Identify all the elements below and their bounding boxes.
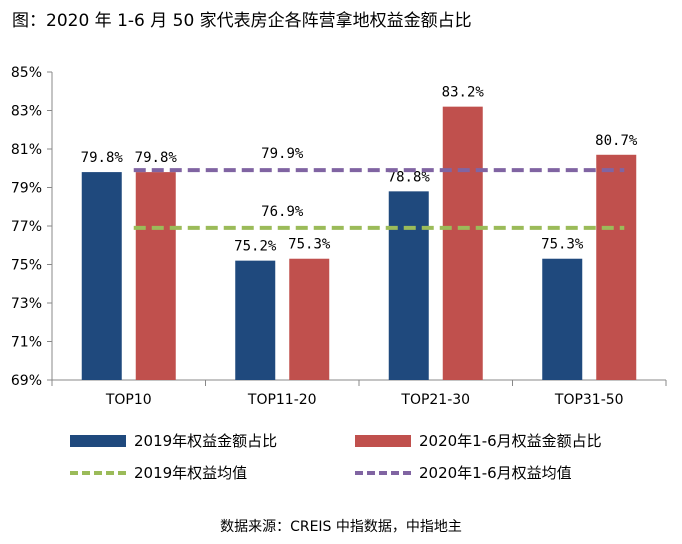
y-tick-label: 71% — [11, 335, 42, 351]
legend-label-2019-average: 2019年权益均值 — [134, 464, 248, 482]
y-tick-label: 75% — [11, 258, 42, 274]
bar — [81, 172, 122, 380]
bar-data-label: 79.8% — [81, 150, 124, 166]
chart-title: 图：2020 年 1-6 月 50 家代表房企各阵营拿地权益金额占比 — [12, 11, 472, 31]
y-tick-label: 69% — [11, 373, 42, 389]
bar-data-label: 75.3% — [541, 237, 584, 253]
legend-swatch-2020-share — [355, 434, 411, 447]
bar-data-label: 75.2% — [234, 239, 277, 255]
bar — [135, 172, 176, 380]
x-tick-label: TOP21-30 — [400, 392, 470, 408]
bar — [442, 106, 483, 381]
legend-label-2019-share: 2019年权益金额占比 — [134, 432, 278, 450]
y-tick-label: 81% — [11, 142, 42, 158]
legend-swatch-2019-share — [70, 434, 126, 447]
x-tick-label: TOP31-50 — [554, 392, 624, 408]
legend-item-2020-average: 2020年1-6月权益均值 — [355, 462, 572, 483]
bar — [235, 260, 276, 380]
legend-item-2020-share: 2020年1-6月权益金额占比 — [355, 430, 602, 451]
legend-label-2020-share: 2020年1-6月权益金额占比 — [419, 432, 602, 450]
legend-item-2019-average: 2019年权益均值 — [70, 462, 247, 483]
y-tick-label: 79% — [11, 181, 42, 197]
y-tick-label: 73% — [11, 296, 42, 312]
bar — [596, 154, 637, 380]
bar — [289, 258, 330, 380]
bar — [542, 258, 583, 380]
x-tick-label: TOP11-20 — [247, 392, 317, 408]
bar-data-label: 78.8% — [388, 169, 431, 185]
legend-label-2020-average: 2020年1-6月权益均值 — [419, 464, 572, 482]
bar-chart: 69% 71% 73% 75% 77% 79% 81% 83% 85% 79.8% 79.8% TOP… — [11, 65, 667, 408]
y-tick-label: 85% — [11, 65, 42, 81]
x-tick-label: TOP10 — [105, 392, 152, 408]
y-tick-label: 77% — [11, 219, 42, 235]
legend-swatch-2020-average — [355, 470, 411, 475]
source-note: 数据来源：CREIS 中指数据，中指地主 — [220, 519, 462, 535]
bar-data-label: 80.7% — [595, 133, 638, 149]
bar-data-label: 79.8% — [135, 150, 178, 166]
bar-data-label: 83.2% — [442, 85, 485, 101]
bar-data-label: 75.3% — [288, 237, 331, 253]
average-line-label: 76.9% — [261, 204, 304, 220]
legend-item-2019-share: 2019年权益金额占比 — [70, 430, 277, 451]
y-tick-label: 83% — [11, 104, 42, 120]
average-line-label: 79.9% — [261, 146, 304, 162]
bar — [388, 191, 429, 380]
legend-swatch-2019-average — [70, 470, 126, 475]
